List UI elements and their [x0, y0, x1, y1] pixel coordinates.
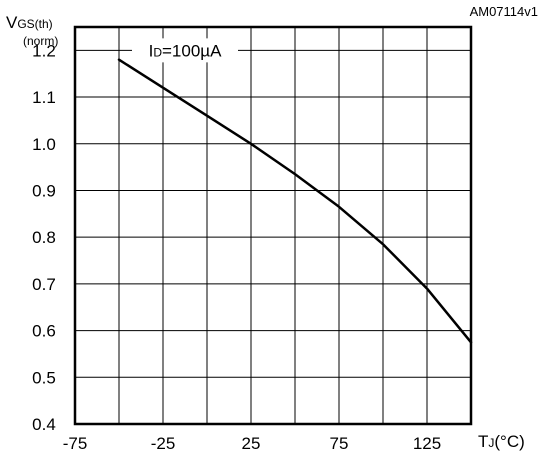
- y-tick-label: 0.6: [32, 322, 56, 341]
- plot-frame: [73, 25, 473, 426]
- y-axis-subscript: GS(th): [17, 17, 53, 31]
- y-tick-label: 0.7: [32, 275, 56, 294]
- y-tick-label: 0.4: [32, 415, 56, 434]
- annotation-background: [132, 38, 238, 63]
- y-tick-label: 0.9: [32, 181, 56, 200]
- y-axis-unit: (norm): [23, 34, 59, 48]
- y-tick-label: 0.5: [32, 368, 56, 387]
- y-axis-title: VGS(th): [6, 14, 53, 31]
- series-line-vgs-th: [117, 58, 473, 344]
- id-condition-label: ID=100µA: [149, 41, 222, 60]
- x-tick-label: 25: [242, 434, 261, 453]
- x-tick-label: 125: [413, 434, 441, 453]
- y-tick-label: 0.8: [32, 228, 56, 247]
- x-axis-unit: (°C): [494, 432, 525, 451]
- x-tick-label: -75: [63, 434, 88, 453]
- y-tick-label: 1.0: [32, 135, 56, 154]
- x-axis-symbol: T: [478, 432, 489, 451]
- y-tick-label: 1.1: [32, 88, 56, 107]
- x-axis-title: TJ(°C): [478, 432, 525, 452]
- y-axis-symbol: V: [6, 13, 18, 32]
- document-code: AM07114v1: [469, 4, 538, 19]
- x-tick-label: 75: [330, 434, 349, 453]
- x-tick-label: -25: [151, 434, 176, 453]
- x-axis-subscript: J: [488, 436, 495, 450]
- y-tick-label: 1.2: [32, 41, 56, 60]
